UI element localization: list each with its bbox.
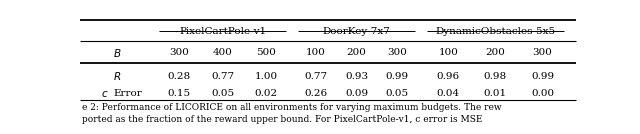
Text: $R$: $R$	[113, 70, 122, 82]
Text: 0.99: 0.99	[531, 72, 554, 81]
Text: 0.15: 0.15	[167, 90, 190, 98]
Text: $B$: $B$	[113, 47, 122, 59]
Text: 0.05: 0.05	[385, 90, 408, 98]
Text: 300: 300	[532, 48, 552, 57]
Text: 0.96: 0.96	[436, 72, 460, 81]
Text: 0.04: 0.04	[436, 90, 460, 98]
Text: 400: 400	[212, 48, 232, 57]
Text: ported as the fraction of the reward upper bound. For PixelCartPole-v1, c error : ported as the fraction of the reward upp…	[83, 115, 483, 124]
Text: PixelCartPole-v1: PixelCartPole-v1	[179, 27, 266, 36]
Text: 100: 100	[438, 48, 458, 57]
Text: DoorKey-7x7: DoorKey-7x7	[323, 27, 390, 36]
Text: 0.99: 0.99	[385, 72, 408, 81]
Text: 0.01: 0.01	[484, 90, 507, 98]
Text: 0.98: 0.98	[484, 72, 507, 81]
Text: 300: 300	[169, 48, 189, 57]
Text: 0.77: 0.77	[211, 72, 234, 81]
Text: 0.05: 0.05	[211, 90, 234, 98]
Text: 200: 200	[486, 48, 506, 57]
Text: 300: 300	[387, 48, 407, 57]
Text: 0.00: 0.00	[531, 90, 554, 98]
Text: e 2: Performance of LICORICE on all environments for varying maximum budgets. Th: e 2: Performance of LICORICE on all envi…	[83, 103, 502, 112]
Text: 0.26: 0.26	[305, 90, 328, 98]
Text: 0.09: 0.09	[345, 90, 368, 98]
Text: 0.28: 0.28	[167, 72, 190, 81]
Text: DynamicObstacles-5x5: DynamicObstacles-5x5	[435, 27, 556, 36]
Text: 0.77: 0.77	[305, 72, 328, 81]
Text: 500: 500	[257, 48, 276, 57]
Text: 0.93: 0.93	[345, 72, 368, 81]
Text: 200: 200	[347, 48, 367, 57]
Text: 0.02: 0.02	[255, 90, 278, 98]
Text: Error: Error	[114, 90, 143, 98]
Text: $c$: $c$	[101, 89, 109, 99]
Text: 1.00: 1.00	[255, 72, 278, 81]
Text: 100: 100	[306, 48, 326, 57]
